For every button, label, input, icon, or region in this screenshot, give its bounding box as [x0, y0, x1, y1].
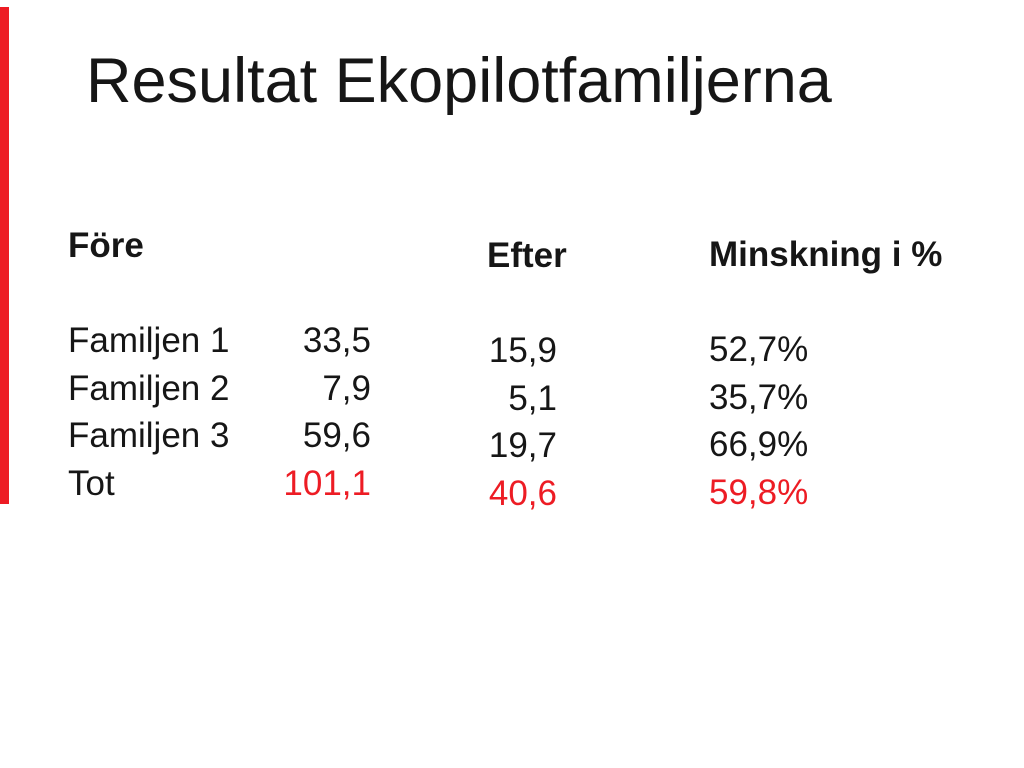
spacer-line	[487, 280, 557, 328]
table-row: Familjen 2 7,9	[68, 365, 371, 413]
efter-column-header: Efter	[487, 236, 567, 275]
row-value: 7,9	[322, 368, 371, 408]
table-row: Tot 101,1	[68, 460, 371, 508]
row-value: 5,1	[508, 378, 557, 418]
row-value: 66,9%	[709, 425, 809, 464]
fore-column-header: Före	[68, 226, 144, 265]
row-value: 19,7	[488, 426, 557, 465]
left-edge-accent-bar	[0, 7, 9, 504]
table-row: Familjen 1 33,5	[68, 317, 371, 365]
slide-title: Resultat Ekopilotfamiljerna	[86, 46, 832, 116]
row-value: 59,6	[302, 416, 371, 455]
row-label: Familjen 3	[68, 416, 230, 455]
row-value: 35,7%	[709, 377, 809, 417]
minskning-column-header: Minskning i %	[709, 235, 943, 274]
fore-column: Före Familjen 1 33,5 Familjen 2 7,9 Fami…	[68, 222, 371, 507]
row-value: 15,9	[488, 331, 557, 370]
row-label: Familjen 1	[68, 321, 230, 360]
spacer-line	[709, 279, 949, 327]
row-value-total: 59,8%	[709, 472, 809, 512]
row-value: 52,7%	[709, 330, 809, 369]
minskning-column: Minskning i % 52,7% 35,7% 66,9% 59,8%	[709, 231, 949, 516]
row-label: Familjen 2	[68, 368, 230, 408]
row-value-total: 101,1	[283, 463, 371, 503]
row-value: 33,5	[302, 321, 371, 360]
row-label: Tot	[68, 463, 115, 503]
spacer-line	[68, 270, 371, 318]
row-value-total: 40,6	[488, 473, 557, 513]
efter-column: Efter 15,9 5,1 19,7 40,6	[487, 232, 567, 517]
table-row: Familjen 3 59,6	[68, 412, 371, 460]
